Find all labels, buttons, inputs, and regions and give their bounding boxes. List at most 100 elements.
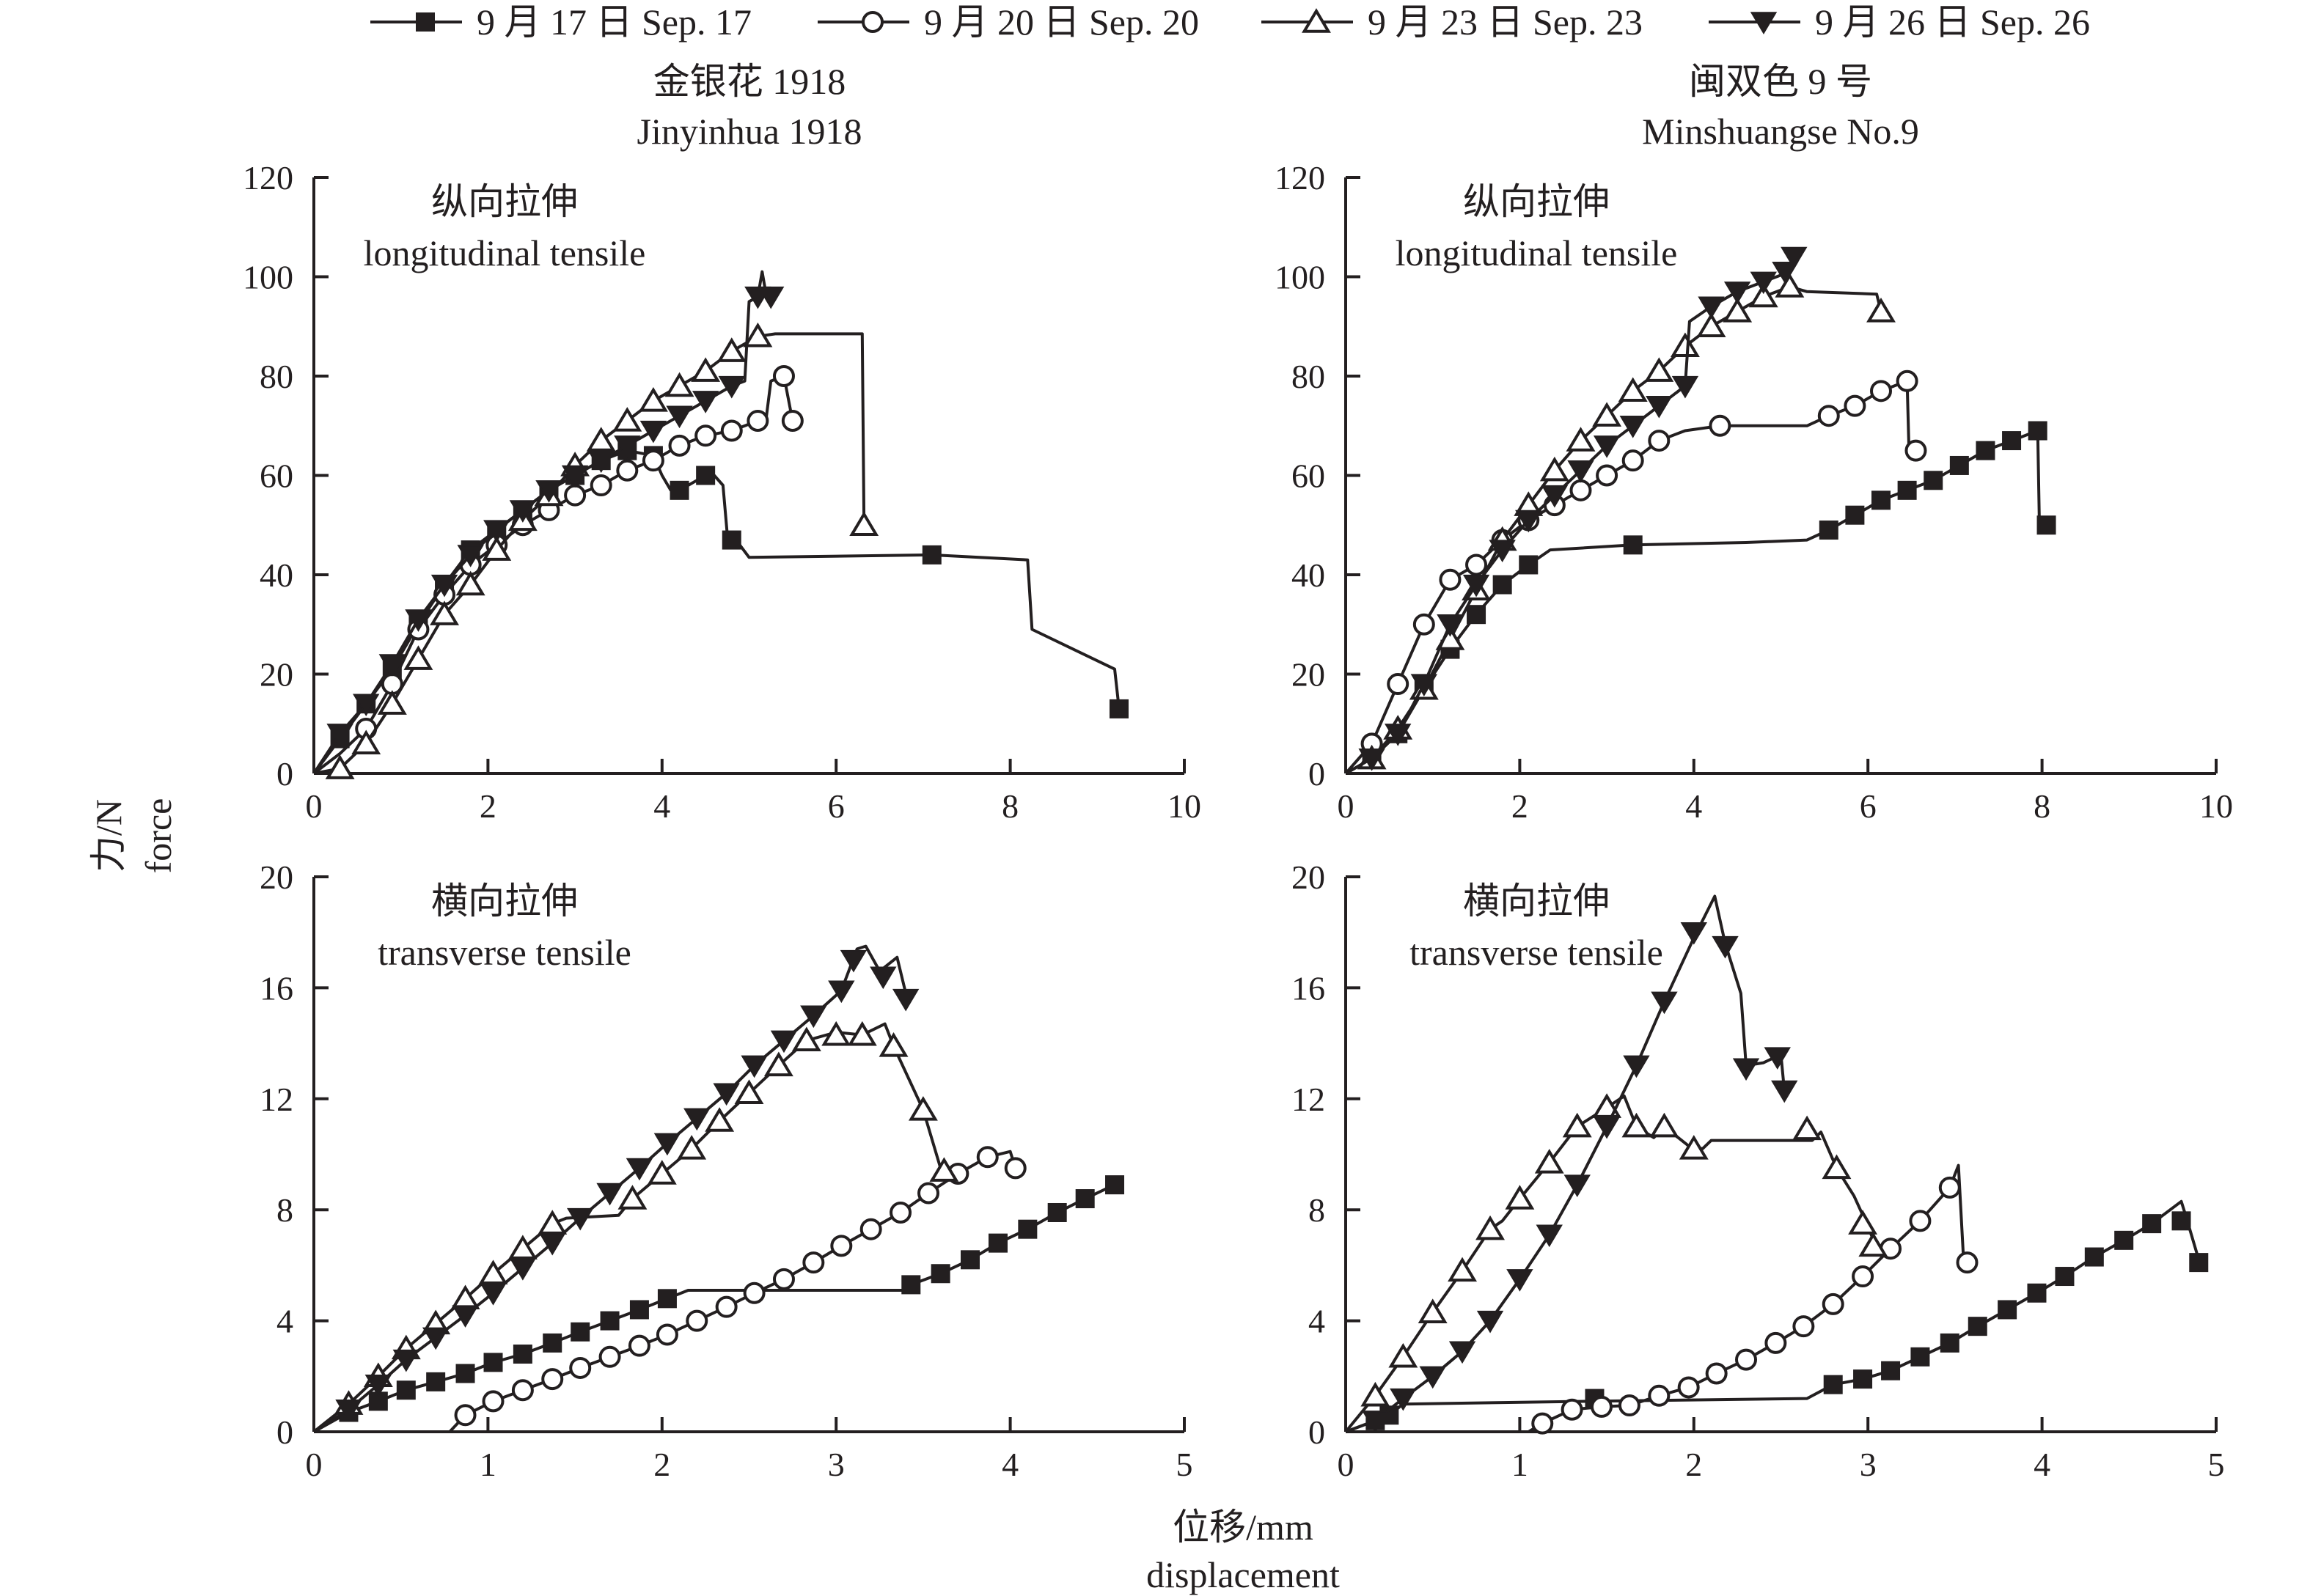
legend-label: 9 月 20 日 Sep. 20 — [924, 1, 1199, 43]
data-point — [1412, 613, 1435, 636]
y-tick-label: 4 — [1308, 1303, 1325, 1340]
data-point — [1822, 1292, 1844, 1315]
data-point — [705, 1107, 735, 1132]
data-point — [2055, 1267, 2075, 1287]
data-point — [1360, 1381, 1390, 1407]
data-point — [1698, 296, 1725, 320]
data-point — [666, 405, 693, 429]
data-point — [1896, 369, 1918, 392]
data-point — [2114, 1230, 2134, 1250]
data-point — [847, 1021, 877, 1046]
series-filled-triangle-down — [1345, 246, 1808, 775]
data-point — [1075, 1189, 1095, 1209]
data-point — [642, 449, 664, 472]
data-point — [1910, 1347, 1930, 1367]
y-tick-label: 8 — [276, 1191, 293, 1229]
data-point — [1362, 1411, 1389, 1433]
panel-annotation-cn: 横向拉伸 — [431, 880, 578, 922]
data-point — [1448, 1257, 1478, 1282]
data-point — [457, 545, 484, 567]
data-point — [1465, 554, 1488, 576]
data-point — [1592, 402, 1622, 427]
data-point — [917, 1182, 940, 1205]
data-point — [696, 466, 716, 485]
data-point — [718, 375, 745, 399]
data-point — [1748, 282, 1778, 308]
panel-annotation-cn: 纵向拉伸 — [431, 181, 578, 222]
legend-item: 9 月 20 日 Sep. 20 — [818, 1, 1199, 43]
data-point — [543, 1333, 562, 1353]
data-point — [1709, 414, 1731, 437]
data-point — [1696, 312, 1726, 337]
column-title-cn-0: 金银花 1918 — [653, 61, 846, 102]
series-line — [313, 1183, 1115, 1433]
data-point — [616, 459, 639, 482]
data-point — [1541, 485, 1569, 508]
data-point — [859, 1218, 882, 1240]
data-point — [929, 1157, 959, 1182]
y-tick-label: 4 — [276, 1303, 293, 1340]
data-point — [569, 1356, 592, 1379]
data-point — [1492, 575, 1512, 595]
data-point — [694, 424, 717, 447]
data-point — [1539, 456, 1569, 482]
data-point — [541, 1368, 564, 1391]
legend-marker-open-circle — [862, 11, 884, 33]
data-point — [511, 1379, 534, 1402]
x-tick-label: 6 — [1860, 787, 1877, 825]
data-point — [772, 365, 795, 387]
data-point — [1764, 1331, 1787, 1354]
data-point — [1623, 535, 1643, 555]
data-point — [677, 1135, 707, 1160]
legend-item: 9 月 26 日 Sep. 26 — [1709, 1, 2090, 43]
data-point — [1723, 298, 1753, 323]
data-point — [405, 609, 432, 632]
data-point — [1871, 490, 1891, 510]
x-tick-label: 0 — [1338, 787, 1354, 825]
data-point — [1476, 1310, 1504, 1334]
series-line — [1344, 379, 1917, 775]
data-point — [455, 570, 485, 596]
data-point — [849, 511, 879, 536]
data-point — [741, 1055, 768, 1078]
data-point — [571, 1322, 590, 1342]
x-tick-label: 4 — [1685, 787, 1702, 825]
data-point — [747, 409, 769, 432]
data-point — [483, 1353, 503, 1372]
series-line — [312, 449, 1121, 775]
x-tick-label: 1 — [480, 1446, 496, 1483]
series-line — [1345, 1199, 2201, 1433]
data-point — [802, 1251, 825, 1274]
y-tick-label: 40 — [1291, 556, 1325, 594]
y-tick-label: 8 — [1308, 1191, 1325, 1229]
data-point — [722, 530, 741, 550]
panel-annotation-en: longitudinal tensile — [364, 232, 646, 273]
data-point — [2189, 1253, 2209, 1273]
data-point — [1506, 1269, 1533, 1292]
data-point — [757, 286, 785, 309]
data-point — [840, 949, 868, 973]
y-tick-label: 16 — [260, 969, 293, 1007]
data-point — [1670, 332, 1700, 358]
data-point — [1448, 1341, 1476, 1364]
data-point — [1853, 1369, 1873, 1389]
data-point — [1462, 574, 1490, 597]
data-point — [683, 1108, 711, 1131]
y-tick-label: 100 — [1275, 259, 1325, 296]
data-point — [716, 337, 747, 362]
data-point — [976, 1146, 999, 1169]
data-point — [1418, 1298, 1448, 1323]
data-point — [1505, 1185, 1535, 1210]
x-axis-title-en: displacement — [1146, 1554, 1340, 1595]
data-point — [1534, 1148, 1564, 1174]
data-point — [2036, 515, 2056, 535]
data-point — [1388, 1342, 1418, 1368]
panel-annotation-en: longitudinal tensile — [1396, 232, 1678, 273]
data-point — [1004, 1157, 1027, 1180]
data-point — [480, 1283, 507, 1306]
data-point — [2002, 431, 2022, 451]
data-point — [1619, 416, 1646, 438]
series-filled-triangle-down — [1345, 894, 1798, 1433]
x-tick-label: 4 — [2034, 1446, 2050, 1483]
